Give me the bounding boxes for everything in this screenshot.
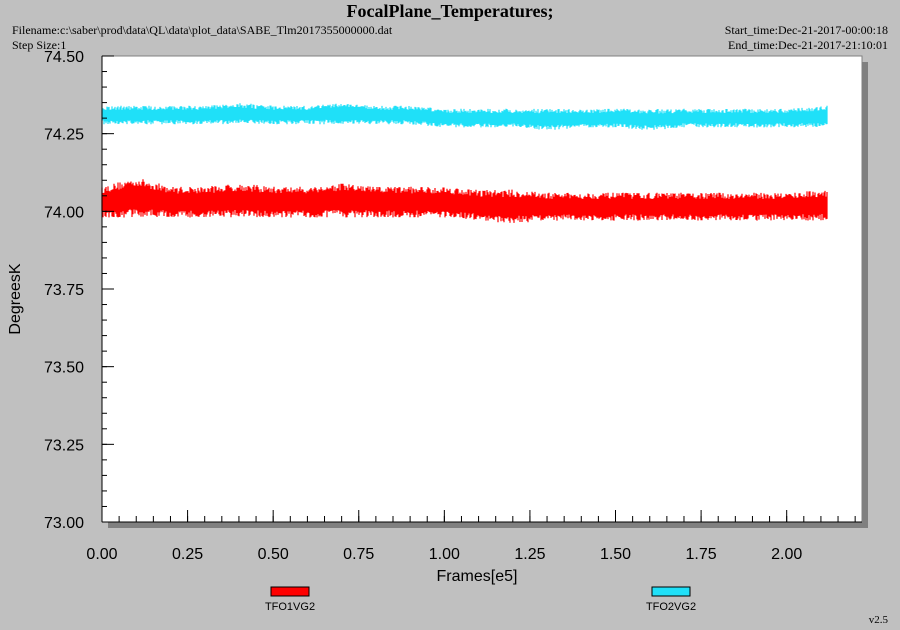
- x-tick-label: 1.50: [600, 546, 631, 563]
- x-tick-label: 1.75: [686, 546, 717, 563]
- x-tick-label: 2.00: [771, 546, 802, 563]
- legend-label: TFO2VG2: [646, 601, 696, 613]
- y-tick-label: 73.25: [44, 437, 84, 454]
- filename-label: Filename:c:\saber\prod\data\QL\data\plot…: [12, 23, 393, 37]
- x-tick-label: 0.25: [172, 546, 203, 563]
- x-tick-label: 0.75: [343, 546, 374, 563]
- legend: TFO1VG2 TFO2VG2: [265, 586, 696, 613]
- y-tick-label: 73.50: [44, 360, 84, 377]
- x-tick-label: 1.25: [514, 546, 545, 563]
- x-axis-label: Frames[e5]: [437, 568, 518, 585]
- x-tick-label: 0.00: [86, 546, 117, 563]
- axes-layer: 73.00 73.25 73.50 73.75 74.00 74.25 74.50 0.00 0…: [44, 49, 862, 563]
- plot-area: [101, 55, 863, 523]
- y-tick-label: 74.00: [44, 204, 84, 221]
- legend-swatch: [270, 586, 310, 597]
- y-axis-label: DegreesK: [7, 263, 24, 334]
- y-tick-label: 74.25: [44, 127, 84, 144]
- version-label: v2.5: [868, 614, 888, 626]
- legend-swatch: [651, 586, 691, 597]
- y-tick-label: 73.75: [44, 282, 84, 299]
- x-tick-label: 1.00: [429, 546, 460, 563]
- legend-label: TFO1VG2: [265, 601, 315, 613]
- step-size-label: Step Size:1: [12, 38, 67, 52]
- start-time-label: Start_time:Dec-21-2017-00:00:18: [724, 23, 888, 37]
- y-tick-label: 74.50: [44, 49, 84, 66]
- x-tick-label: 0.50: [258, 546, 289, 563]
- legend-item-tfo1vg2: TFO1VG2: [265, 586, 315, 613]
- y-tick-label: 73.00: [44, 515, 84, 532]
- end-time-label: End_time:Dec-21-2017-21:10:01: [728, 38, 888, 52]
- chart-title: FocalPlane_Temperatures;: [346, 1, 554, 21]
- legend-item-tfo2vg2: TFO2VG2: [646, 586, 696, 613]
